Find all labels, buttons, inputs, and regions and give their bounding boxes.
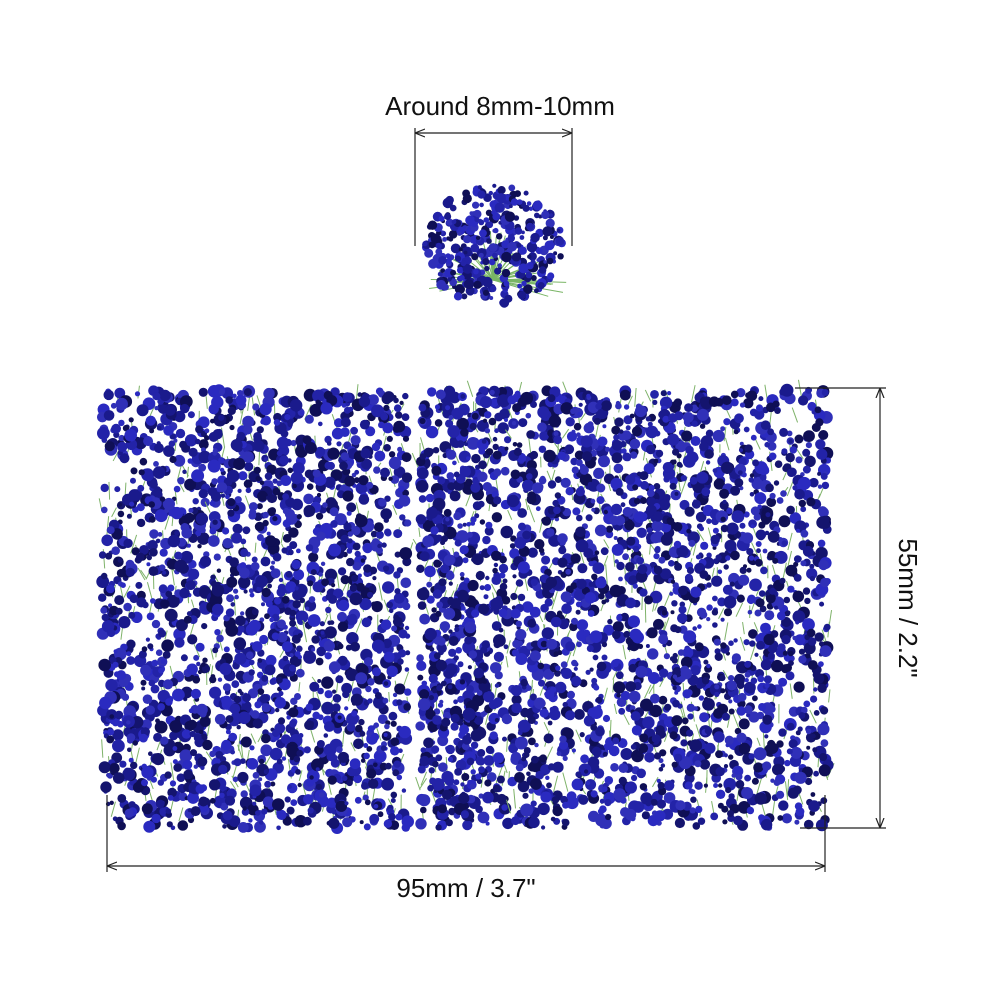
flower-tuft (422, 183, 567, 308)
tuft-width-label: Around 8mm-10mm (385, 91, 615, 121)
mat-height-label: 55mm / 2.2" (893, 538, 923, 677)
flower-mat (96, 379, 835, 834)
mat-width-label: 95mm / 3.7" (396, 873, 535, 903)
